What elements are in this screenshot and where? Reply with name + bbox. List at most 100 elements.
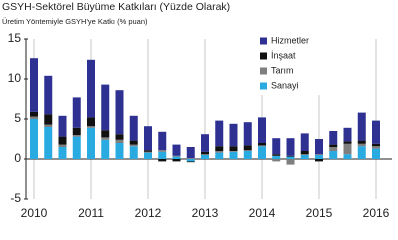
bar-segment — [343, 127, 352, 142]
bar-segment — [215, 151, 224, 153]
bar-segment — [144, 152, 152, 159]
bar-segment — [286, 156, 295, 159]
bar-segment — [186, 161, 195, 163]
bar-segment — [44, 124, 53, 127]
bar-segment — [72, 135, 81, 137]
bar-segment — [158, 159, 167, 162]
chart-subtitle: Üretim Yöntemiyle GSYH'ye Katkı (% puan) — [2, 17, 148, 26]
bar-segment — [372, 120, 380, 144]
bar-segment — [258, 117, 266, 143]
bar-segment — [129, 115, 138, 141]
bar-segment — [201, 134, 209, 152]
bar-segment — [300, 155, 309, 159]
bar-segment — [300, 151, 309, 155]
bar-segment — [115, 143, 124, 159]
bar-segment — [229, 151, 238, 159]
bar-segment — [315, 155, 323, 159]
x-tick-label: 2014 — [249, 206, 276, 220]
bar-segment — [286, 159, 295, 165]
bar-segment — [300, 154, 309, 155]
bar-segment — [87, 127, 95, 159]
bar-segment — [329, 144, 338, 147]
bar-segment — [87, 126, 95, 128]
legend-swatch — [260, 37, 267, 45]
bar-segment — [72, 97, 81, 128]
bar-segment — [30, 111, 38, 117]
bar-segment — [186, 147, 195, 159]
bar-segment — [87, 59, 95, 118]
bar-segment — [329, 151, 338, 159]
bar-segment — [243, 151, 252, 159]
bar-segment — [115, 134, 124, 140]
bar-segment — [229, 146, 238, 151]
bar-segment — [343, 141, 352, 144]
bar-segment — [215, 120, 224, 147]
legend-swatch — [260, 67, 267, 75]
bar-segment — [272, 154, 281, 156]
bar-segment — [315, 139, 323, 155]
bar-segment — [58, 147, 67, 159]
bar-segment — [144, 151, 152, 153]
bar-segment — [357, 112, 366, 141]
bar-segment — [272, 155, 281, 159]
y-tick-label: 15 — [8, 31, 22, 45]
bar-segment — [357, 146, 366, 159]
bar-segment — [144, 126, 152, 151]
bar-segment — [243, 145, 252, 151]
bar-segment — [258, 143, 266, 146]
legend-label: Tarım — [271, 65, 294, 75]
bar-segment — [229, 151, 238, 152]
bar-segment — [300, 133, 309, 151]
x-tick-label: 2012 — [135, 206, 162, 220]
bar-segment — [229, 123, 238, 147]
y-tick-label: -5 — [10, 191, 21, 205]
x-tick-label: 2013 — [192, 206, 219, 220]
bar-segment — [329, 131, 338, 145]
legend-swatch — [260, 52, 267, 60]
bar-segment — [101, 137, 110, 140]
bar-segment — [258, 146, 266, 159]
bar-segment — [115, 139, 124, 143]
bar-segment — [343, 143, 352, 155]
bar-segment — [243, 150, 252, 151]
bar-segment — [372, 143, 380, 147]
bar-segment — [215, 146, 224, 151]
bar-segment — [172, 144, 181, 156]
legend-swatch — [260, 82, 267, 90]
bar-segment — [72, 136, 81, 159]
bar-segment — [329, 147, 338, 151]
bar-segment — [101, 139, 110, 159]
legend-label: Hizmetler — [271, 35, 309, 45]
bar-segment — [58, 115, 67, 137]
x-tick-label: 2011 — [78, 206, 104, 220]
bar-segment — [44, 127, 53, 159]
y-tick-label: 5 — [14, 111, 21, 125]
legend-label: İnşaat — [271, 50, 296, 60]
bar-segment — [343, 154, 352, 159]
bar-segment — [372, 148, 380, 159]
bar-segment — [357, 143, 366, 147]
bar-segment — [44, 114, 53, 125]
bar-segment — [158, 151, 167, 159]
bar-segment — [129, 140, 138, 145]
bar-segment — [357, 140, 366, 144]
bar-segment — [144, 150, 152, 152]
bar-segment — [87, 117, 95, 127]
bar-segment — [286, 138, 295, 156]
bar-segment — [58, 144, 67, 147]
bar-segment — [372, 146, 380, 149]
bar-segment — [172, 156, 181, 159]
x-tick-label: 2010 — [21, 206, 48, 220]
bar-segment — [286, 155, 295, 157]
bar-segment — [315, 159, 323, 162]
chart-title: GSYH-Sektörel Büyüme Katkıları (Yüzde Ol… — [2, 1, 230, 13]
bar-segment — [44, 75, 53, 115]
x-tick-label: 2015 — [306, 206, 333, 220]
bar-segment — [243, 122, 252, 146]
bar-segment — [272, 159, 281, 162]
bar-segment — [129, 144, 138, 147]
bar-segment — [30, 58, 38, 112]
bar-segment — [215, 152, 224, 159]
bar-segment — [101, 130, 110, 138]
bar-segment — [186, 159, 195, 162]
